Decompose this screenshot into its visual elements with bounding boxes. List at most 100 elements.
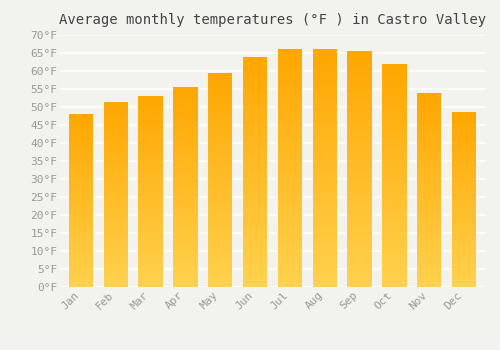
Bar [208,281,233,283]
Bar [243,211,268,213]
Bar [138,184,163,186]
Bar [243,57,268,59]
Bar [208,152,233,154]
Bar [452,179,476,181]
Bar [417,133,442,135]
Bar [208,182,233,184]
Bar [382,209,406,211]
Bar [417,94,442,97]
Bar [138,236,163,237]
Bar [208,146,233,148]
Bar [104,285,128,287]
Bar [208,266,233,268]
Bar [278,225,302,228]
Bar [68,147,93,149]
Bar [278,90,302,92]
Bar [452,177,476,179]
Bar [348,146,372,148]
Bar [278,237,302,239]
Bar [104,131,128,133]
Bar [278,197,302,199]
Bar [382,149,406,151]
Bar [312,166,337,168]
Bar [312,173,337,175]
Bar [68,219,93,221]
Bar [417,168,442,170]
Bar [208,186,233,188]
Bar [382,249,406,251]
Bar [312,92,337,94]
Bar [452,114,476,116]
Bar [68,133,93,135]
Bar [173,93,198,95]
Bar [243,107,268,110]
Bar [382,99,406,102]
Bar [173,87,198,89]
Bar [417,254,442,256]
Bar [104,183,128,185]
Bar [312,244,337,247]
Bar [68,152,93,154]
Bar [278,258,302,261]
Bar [348,101,372,103]
Bar [382,218,406,220]
Bar [278,163,302,166]
Bar [68,123,93,125]
Bar [173,251,198,253]
Bar [452,195,476,196]
Bar [68,230,93,232]
Bar [173,239,198,241]
Bar [278,49,302,52]
Bar [138,111,163,113]
Bar [348,254,372,256]
Bar [243,199,268,202]
Bar [278,137,302,140]
Bar [68,195,93,197]
Bar [417,190,442,192]
Bar [68,284,93,285]
Bar [138,283,163,285]
Bar [208,122,233,124]
Bar [417,225,442,227]
Bar [68,136,93,138]
Bar [173,115,198,117]
Bar [278,199,302,202]
Bar [382,140,406,142]
Bar [312,99,337,102]
Bar [173,193,198,195]
Bar [382,253,406,256]
Bar [173,219,198,221]
Bar [452,256,476,257]
Bar [417,122,442,124]
Bar [68,245,93,247]
Bar [68,144,93,145]
Bar [417,227,442,229]
Bar [278,121,302,123]
Bar [104,265,128,267]
Bar [104,133,128,135]
Bar [68,169,93,171]
Bar [382,153,406,155]
Bar [452,144,476,146]
Bar [278,228,302,230]
Bar [382,191,406,193]
Bar [348,91,372,94]
Bar [312,232,337,235]
Bar [68,225,93,226]
Bar [104,215,128,217]
Bar [243,172,268,174]
Bar [173,161,198,163]
Bar [312,163,337,166]
Bar [104,261,128,263]
Bar [138,100,163,102]
Bar [452,217,476,219]
Bar [138,228,163,230]
Bar [452,205,476,207]
Bar [173,235,198,237]
Bar [417,236,442,238]
Bar [278,194,302,197]
Bar [417,184,442,186]
Bar [348,249,372,252]
Bar [278,180,302,182]
Bar [417,246,442,248]
